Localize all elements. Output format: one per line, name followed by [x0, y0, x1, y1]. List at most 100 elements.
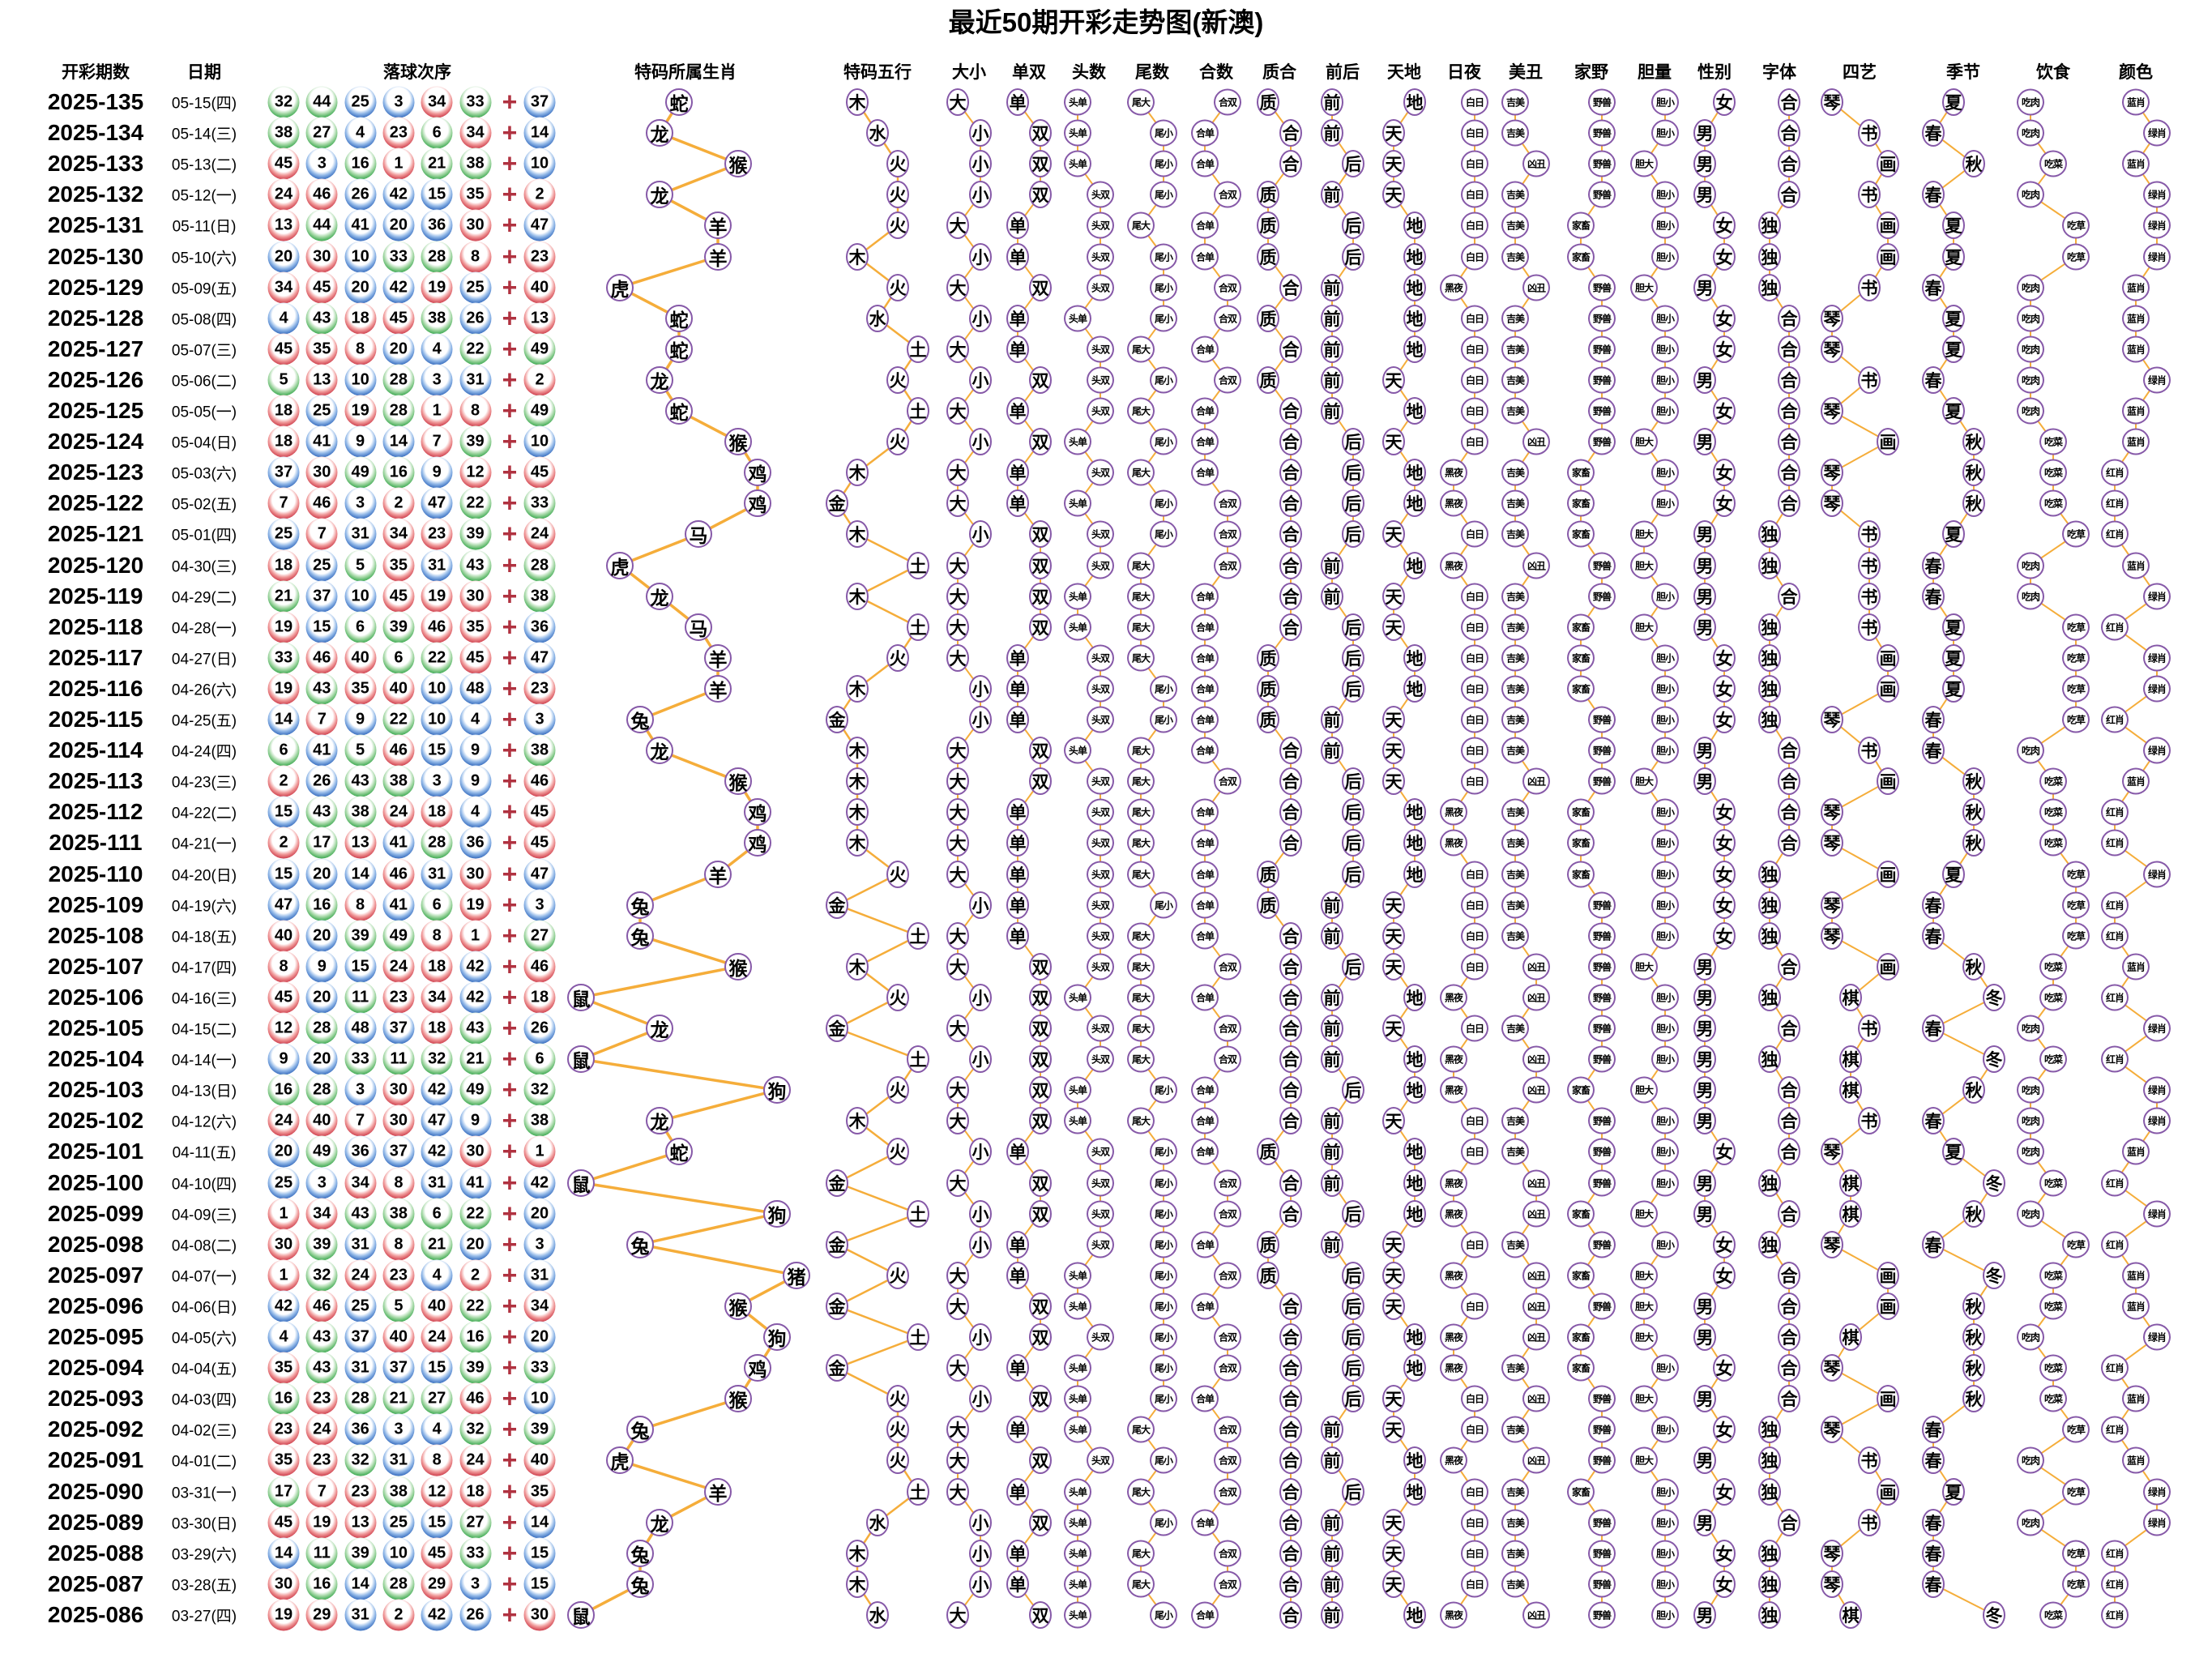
ball: 43: [305, 673, 338, 705]
ball: 15: [421, 1506, 453, 1539]
gender-cell: 男: [1693, 952, 1716, 981]
sky-earth-cell: 地: [1403, 335, 1426, 363]
plus-icon: +: [502, 766, 518, 796]
ball: 41: [305, 425, 338, 458]
season-cell: 春: [1922, 1416, 1945, 1444]
draw-date: 05-04(日): [171, 434, 237, 452]
sky-earth-cell: 天: [1382, 365, 1405, 394]
odd-even-cell: 双: [1029, 1199, 1052, 1228]
prime-composite-cell: 合: [1279, 798, 1302, 827]
odd-even-cell: 双: [1029, 365, 1052, 394]
zodiac-cell: 鼠: [567, 1169, 595, 1197]
day-night-cell: 白日: [1461, 366, 1488, 394]
ball: 14: [382, 425, 415, 458]
beauty-ugly-cell: 吉美: [1501, 675, 1529, 703]
beauty-ugly-cell: 吉美: [1501, 1354, 1529, 1382]
diet-cell: 吃肉: [2017, 88, 2044, 116]
ball: 13: [305, 364, 338, 396]
prime-composite-cell: 质: [1257, 706, 1279, 733]
special-ball: 14: [523, 117, 556, 149]
day-night-cell: 白日: [1461, 891, 1488, 919]
gender-cell: 男: [1693, 582, 1716, 610]
draw-date: 04-06(日): [171, 1299, 237, 1317]
special-ball: 27: [523, 920, 556, 952]
beauty-ugly-cell: 吉美: [1501, 305, 1529, 332]
gender-cell: 男: [1693, 1385, 1716, 1413]
ball: 45: [421, 1537, 453, 1570]
domestic-wild-cell: 家畜: [1567, 861, 1595, 887]
domestic-wild-cell: 野兽: [1588, 1416, 1616, 1443]
special-ball: 33: [523, 487, 556, 519]
gender-cell: 男: [1693, 1015, 1716, 1042]
season-cell: 春: [1922, 1230, 1945, 1258]
tail-digit-cell: 尾小: [1150, 489, 1177, 517]
prime-composite-cell: 合: [1279, 829, 1302, 857]
sky-earth-cell: 天: [1382, 428, 1405, 456]
big-small-cell: 小: [969, 983, 992, 1011]
prime-composite-cell: 合: [1279, 1385, 1302, 1413]
four-arts-cell: 书: [1858, 181, 1881, 209]
odd-even-cell: 双: [1029, 1107, 1052, 1135]
courage-cell: 胆小: [1651, 1540, 1679, 1567]
prime-composite-cell: 合: [1279, 1045, 1302, 1074]
glyph-type-cell: 合: [1778, 1385, 1800, 1413]
day-night-cell: 黑夜: [1440, 552, 1467, 579]
draw-date: 05-07(三): [171, 342, 237, 360]
ball: 46: [421, 611, 453, 643]
zodiac-cell: 龙: [646, 119, 673, 147]
ball: 34: [382, 518, 415, 550]
tail-digit-cell: 尾大: [1127, 1478, 1155, 1505]
digit-sum-cell: 合双: [1214, 181, 1241, 208]
prime-composite-cell: 合: [1279, 520, 1302, 549]
ball: 43: [344, 1198, 377, 1230]
special-ball: 1: [523, 1135, 556, 1168]
season-cell: 秋: [1962, 829, 1985, 857]
tail-digit-cell: 尾大: [1127, 1045, 1155, 1073]
beauty-ugly-cell: 吉美: [1501, 119, 1529, 147]
draw-period: 2025-132: [47, 182, 144, 207]
zodiac-cell: 羊: [704, 211, 732, 240]
courage-cell: 胆小: [1651, 243, 1679, 270]
ball: 2: [382, 487, 415, 519]
ball: 31: [421, 1167, 453, 1198]
special-ball: 33: [523, 1352, 556, 1384]
plus-icon: +: [502, 890, 518, 920]
ball: 28: [344, 1382, 377, 1415]
beauty-ugly-cell: 吉美: [1501, 397, 1529, 425]
prime-composite-cell: 合: [1279, 1477, 1302, 1506]
beauty-ugly-cell: 凶丑: [1522, 1601, 1550, 1629]
beauty-ugly-cell: 吉美: [1501, 613, 1529, 641]
ball: 18: [421, 1012, 453, 1045]
big-small-cell: 大: [946, 1292, 969, 1320]
ball: 14: [344, 858, 377, 890]
season-cell: 夏: [1942, 613, 1965, 641]
day-night-cell: 黑夜: [1440, 1323, 1467, 1351]
special-ball: 49: [523, 395, 556, 427]
ball: 23: [305, 1382, 338, 1415]
domestic-wild-cell: 野兽: [1588, 737, 1616, 764]
ball: 16: [267, 1382, 300, 1415]
five-element-cell: 木: [846, 674, 869, 703]
plus-icon: +: [502, 365, 518, 395]
season-cell: 秋: [1962, 1292, 1985, 1320]
domestic-wild-cell: 家畜: [1567, 1478, 1595, 1505]
ball: 24: [267, 178, 300, 211]
ball: 20: [382, 209, 415, 241]
draw-date: 04-11(五): [172, 1144, 237, 1162]
ball: 19: [267, 611, 300, 643]
tail-digit-cell: 尾小: [1150, 1601, 1177, 1629]
odd-even-cell: 双: [1029, 1045, 1052, 1074]
gender-cell: 女: [1713, 304, 1736, 332]
ball: 38: [459, 147, 491, 180]
draw-period: 2025-105: [47, 1015, 144, 1040]
diet-cell: 吃肉: [2017, 1323, 2044, 1351]
ball: 24: [344, 1259, 377, 1292]
ball: 19: [267, 673, 300, 705]
ball: 45: [459, 642, 491, 674]
front-back-cell: 前: [1321, 365, 1343, 394]
domestic-wild-cell: 家畜: [1567, 211, 1595, 239]
zodiac-cell: 鼠: [567, 1045, 595, 1074]
color-group-cell: 红肖: [2101, 1045, 2129, 1073]
ball: 19: [344, 395, 377, 427]
odd-even-cell: 双: [1029, 1446, 1052, 1475]
